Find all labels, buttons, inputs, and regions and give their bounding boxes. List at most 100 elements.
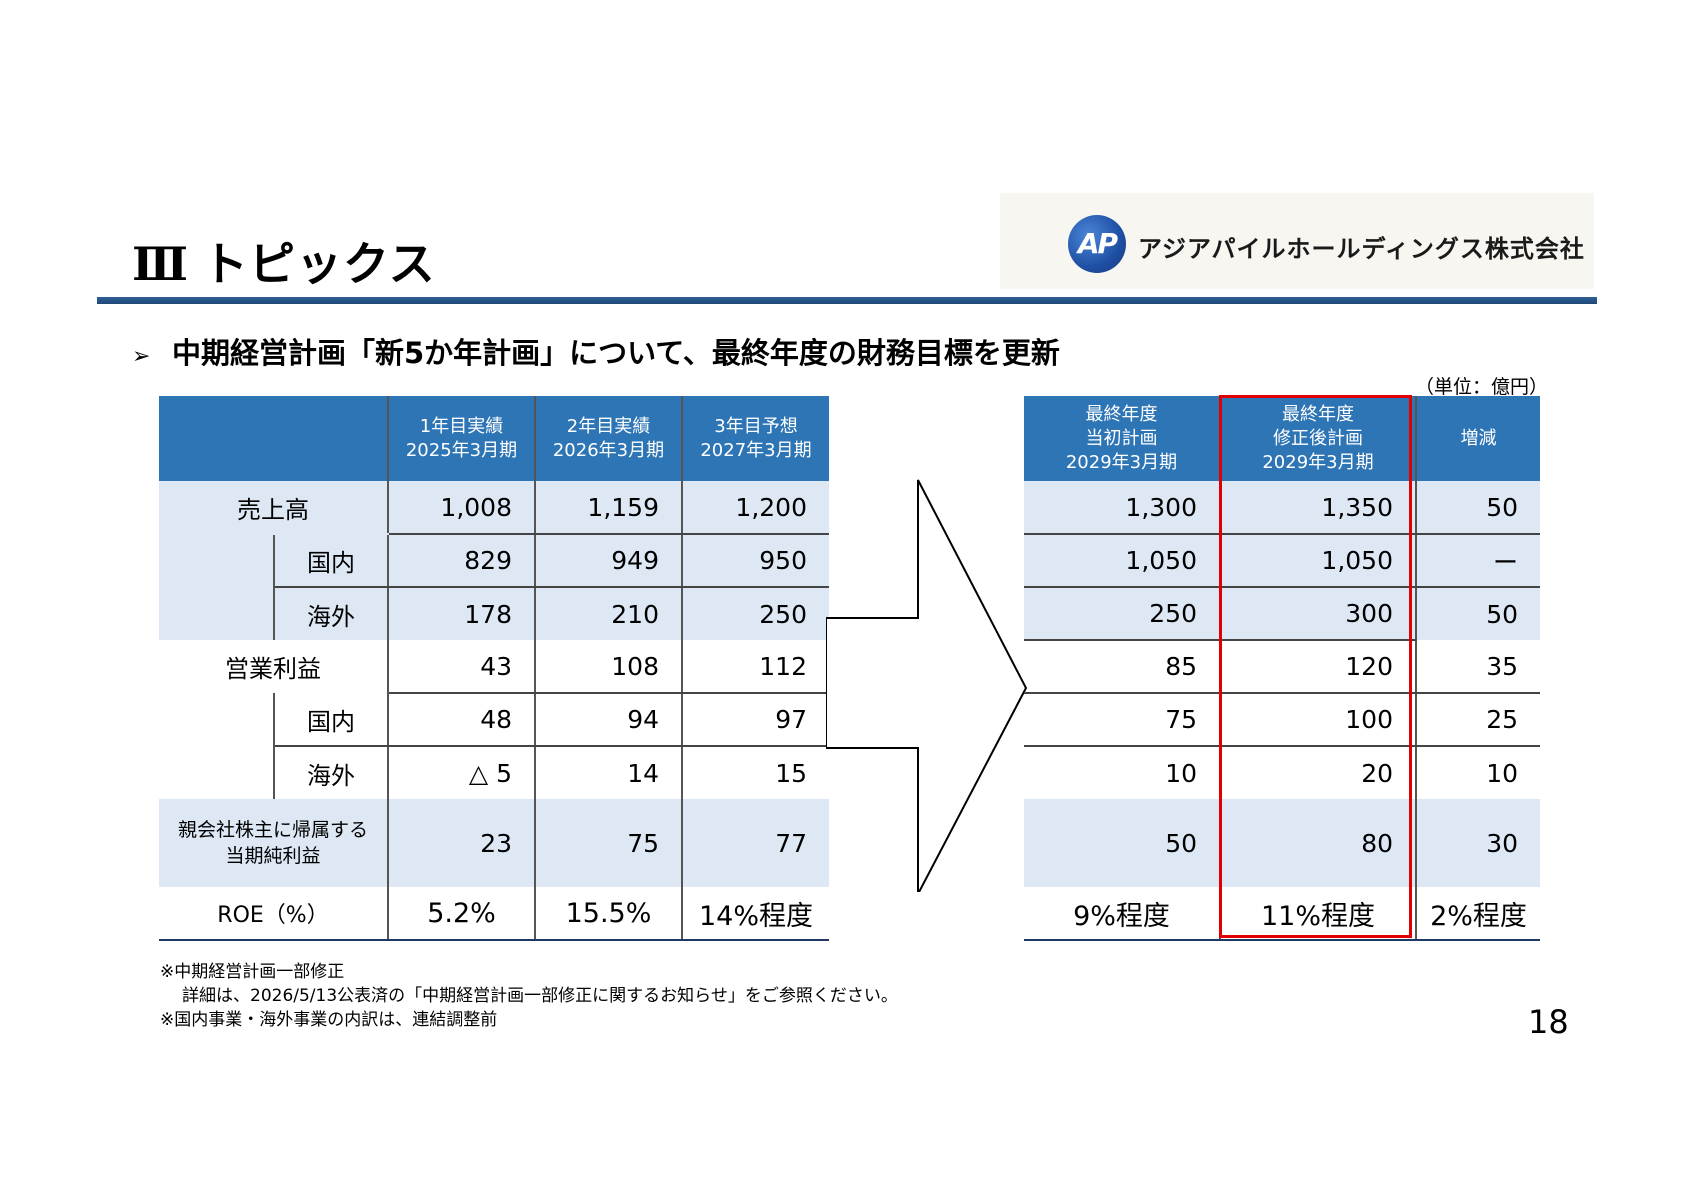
cell: 15 (775, 758, 807, 788)
table-row: 75 100 25 (1024, 693, 1540, 747)
cell: 14 (535, 746, 683, 799)
row-label: 国内 (274, 534, 389, 588)
table-row: 営業利益 43 108 112 (159, 640, 829, 694)
cell: 1,200 (682, 481, 829, 535)
col-header-revised-plan: 最終年度 修正後計画 2029年3月期 (1220, 396, 1417, 481)
indent-spacer (159, 746, 275, 799)
header-blank (159, 396, 389, 481)
targets-table: 最終年度 当初計画 2029年3月期 最終年度 修正後計画 2029年3月期 増減 1,… (1024, 396, 1540, 941)
table-row: 10 20 10 (1024, 746, 1540, 799)
row-label: 海外 (274, 746, 389, 799)
table-row: 250 300 50 (1024, 587, 1540, 641)
table-row: ROE（%） 5.2% 15.5% 14%程度 (159, 887, 829, 941)
cell: 85 (1024, 640, 1221, 694)
col-header-year2: 2年目実績 2026年3月期 (535, 396, 683, 481)
cell: 112 (682, 640, 829, 694)
actuals-table: 1年目実績 2025年3月期 2年目実績 2026年3月期 3年目予想 2027年3月… (159, 396, 829, 941)
row-label: 営業利益 (159, 640, 389, 693)
row-label: 売上高 (159, 481, 389, 535)
table-row: 国内 48 94 97 (159, 693, 829, 747)
cell: 250 (1024, 587, 1221, 641)
table-row: 国内 829 949 950 (159, 534, 829, 588)
unit-note: （単位：億円） (1415, 376, 1549, 398)
footnote: ※国内事業・海外事業の内訳は、連結調整前 (160, 1010, 498, 1030)
subheading-text: 中期経営計画「新5か年計画」について、最終年度の財務目標を更新 (172, 336, 1060, 370)
footnote: 詳細は、2026/5/13公表済の「中期経営計画一部修正に関するお知らせ」をご参… (182, 986, 898, 1006)
section-title: トピックス (202, 237, 436, 291)
cell: 1,050 (1220, 534, 1417, 588)
cell: 178 (388, 587, 536, 640)
col-header-year3: 3年目予想 2027年3月期 (682, 396, 829, 481)
cell: 950 (682, 534, 829, 588)
cell: 97 (682, 693, 829, 747)
cell: 250 (759, 599, 807, 629)
table-row: 1,050 1,050 ー (1024, 534, 1540, 588)
cell: 829 (388, 534, 536, 588)
footnotes: ※中期経営計画一部修正 詳細は、2026/5/13公表済の「中期経営計画一部修正… (160, 960, 898, 1032)
cell: 43 (388, 640, 536, 694)
col-header-year1: 1年目実績 2025年3月期 (388, 396, 536, 481)
company-logo-icon: AP (1068, 215, 1126, 273)
cell: 30 (1486, 828, 1518, 858)
col-header-initial-plan: 最終年度 当初計画 2029年3月期 (1024, 396, 1221, 481)
footnote: ※中期経営計画一部修正 (160, 962, 345, 982)
row-label: 海外 (274, 587, 389, 640)
cell: 1,050 (1024, 534, 1221, 588)
cell: △ 5 (388, 746, 536, 799)
table-row: 85 120 35 (1024, 640, 1540, 694)
cell: 75 (1024, 693, 1221, 747)
table-row: 海外 △ 5 14 15 (159, 746, 829, 799)
cell: 75 (535, 799, 683, 887)
title-divider (97, 297, 1597, 304)
table-row: 9%程度 11%程度 2%程度 (1024, 887, 1540, 941)
cell: 20 (1220, 746, 1417, 799)
cell: 9%程度 (1024, 887, 1221, 941)
cell: 11%程度 (1220, 887, 1417, 941)
cell: 14%程度 (682, 887, 829, 941)
indent-spacer (159, 534, 275, 587)
arrow-bullet-icon: ➢ (132, 344, 151, 369)
cell: 1,159 (535, 481, 683, 535)
section-number: Ⅲ (132, 237, 190, 291)
cell: 10 (1486, 758, 1518, 788)
row-label: 国内 (274, 693, 389, 747)
cell: 94 (535, 693, 683, 747)
cell: ー (1416, 534, 1540, 588)
cell: 48 (388, 693, 536, 747)
cell: 300 (1220, 587, 1417, 641)
table-row: 売上高 1,008 1,159 1,200 (159, 481, 829, 535)
cell: 210 (535, 587, 683, 640)
cell: 50 (1486, 599, 1518, 629)
cell: 50 (1024, 799, 1221, 887)
table-row: 海外 178 210 250 (159, 587, 829, 640)
subheading: ➢ 中期経営計画「新5か年計画」について、最終年度の財務目標を更新 (132, 330, 1060, 372)
cell: 77 (775, 828, 807, 858)
cell: 100 (1220, 693, 1417, 747)
cell: 120 (1220, 640, 1417, 694)
cell: 80 (1220, 799, 1417, 887)
cell: 5.2% (388, 887, 536, 941)
table-row: 50 80 30 (1024, 799, 1540, 887)
cell: 10 (1024, 746, 1221, 799)
cell: 108 (535, 640, 683, 694)
cell: 1,008 (388, 481, 536, 535)
cell: 1,350 (1220, 481, 1417, 535)
page-number: 18 (1528, 1003, 1569, 1041)
table-row: 1,300 1,350 50 (1024, 481, 1540, 535)
cell: 2%程度 (1416, 887, 1540, 941)
cell: 949 (535, 534, 683, 588)
indent-spacer (159, 693, 275, 746)
cell: 1,300 (1024, 481, 1221, 535)
row-label: ROE（%） (159, 887, 389, 941)
indent-spacer (159, 587, 275, 640)
cell: 50 (1416, 481, 1540, 535)
cell: 15.5% (535, 887, 683, 941)
cell: 25 (1416, 693, 1540, 747)
table-row: 親会社株主に帰属する 当期純利益 23 75 77 (159, 799, 829, 887)
company-logo-area: AP アジアパイルホールディングス株式会社 (1000, 193, 1594, 289)
right-arrow-icon (826, 479, 1028, 892)
page-title: Ⅲ トピックス (132, 228, 436, 294)
row-label: 親会社株主に帰属する 当期純利益 (159, 799, 389, 887)
company-name: アジアパイルホールディングス株式会社 (1138, 235, 1585, 263)
cell: 23 (388, 799, 536, 887)
